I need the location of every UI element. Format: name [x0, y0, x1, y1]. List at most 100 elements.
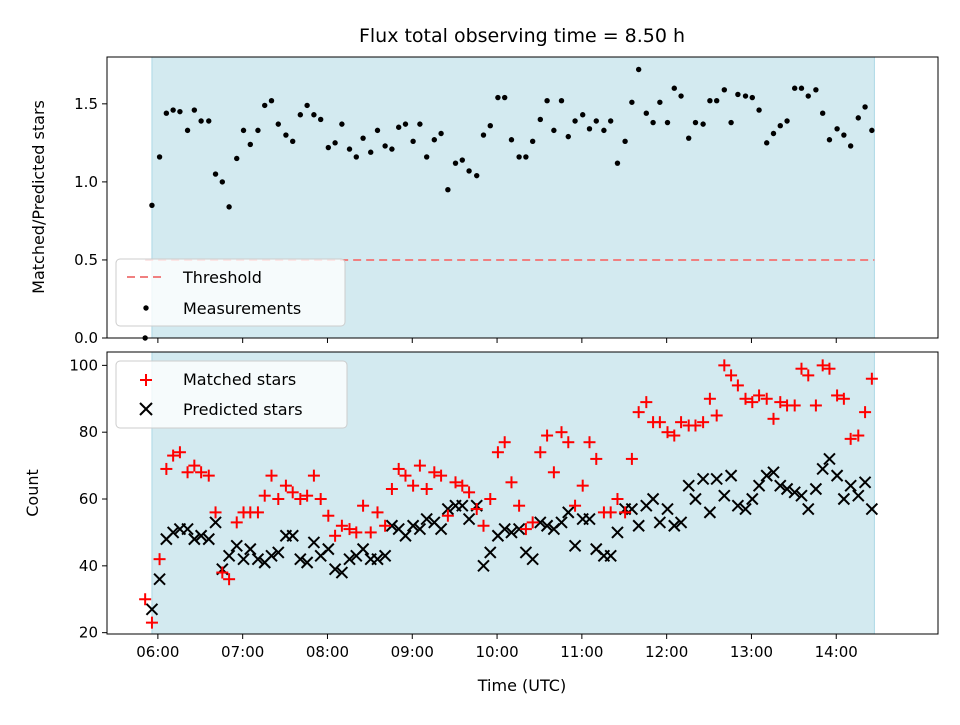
measurement-point: [742, 93, 749, 99]
measurement-point: [707, 98, 713, 104]
matched-stars-point: [865, 372, 878, 385]
matched-stars-point: [399, 469, 412, 482]
predicted-stars-point: [661, 502, 674, 516]
measurement-point: [283, 132, 289, 138]
matched-stars-point: [307, 469, 320, 482]
measurement-point: [721, 87, 728, 93]
matched-stars-point: [379, 519, 392, 532]
x-tick-label: 10:00: [475, 643, 518, 661]
measurement-point: [622, 138, 628, 144]
bottom-legend-box: [115, 360, 348, 429]
measurement-point: [862, 104, 868, 110]
predicted-stars-point: [540, 519, 554, 532]
measurement-point: [255, 127, 261, 134]
predicted-stars-point: [583, 512, 596, 526]
matched-stars-point: [279, 479, 292, 492]
matched-stars-point: [576, 479, 589, 492]
matched-stars-point: [322, 509, 335, 522]
predicted-stars-point: [689, 492, 702, 506]
matched-stars-point: [852, 429, 865, 442]
measurement-point: [332, 140, 338, 146]
measurement-point: [841, 132, 847, 138]
predicted-stars-point: [526, 552, 539, 566]
matched-stars-point: [513, 499, 526, 512]
measurement-point: [297, 112, 304, 118]
matched-stars-point: [223, 573, 236, 586]
measurement-point: [713, 98, 720, 104]
measurement-point: [826, 137, 833, 143]
y-tick-label: 0.0: [74, 329, 98, 347]
predicted-stars-point: [441, 502, 455, 516]
predicted-stars-point: [328, 562, 342, 576]
matched-stars-point: [661, 426, 674, 439]
predicted-stars-point: [830, 469, 844, 482]
matched-stars-point: [831, 389, 844, 402]
top-legend: Threshold Measurements: [115, 258, 346, 327]
predicted-stars-point: [568, 539, 582, 552]
measurement-point: [516, 154, 522, 160]
measurement-point: [572, 118, 578, 124]
predicted-stars-point: [752, 479, 766, 492]
measurement-point: [368, 149, 374, 155]
matched-stars-point: [837, 392, 850, 405]
matched-stars-point: [703, 392, 716, 405]
measurement-point: [551, 127, 557, 134]
matched-stars-point: [632, 406, 645, 419]
predicted-stars-point: [809, 482, 823, 496]
predicted-stars-point: [837, 492, 851, 506]
bottom-x-axis-ticks: 06:00 07:00 08:00 09:00 10:00 11:00 12:00 13:00…: [136, 634, 858, 661]
matched-stars-point: [413, 459, 426, 472]
predicted-stars-point: [604, 549, 617, 563]
chart-title: Flux total observing time = 8.50 h: [359, 25, 685, 47]
y-tick-label: 40: [79, 557, 98, 575]
measurement-point: [206, 118, 212, 124]
matched-stars-point: [470, 503, 483, 516]
matched-stars-point: [167, 449, 180, 462]
matched-stars-point: [188, 459, 201, 472]
top-y-axis-ticks: 0.0 0.5 1.0 1.5: [74, 95, 107, 347]
matched-stars-point: [625, 452, 638, 465]
measurement-point: [501, 94, 508, 101]
matched-stars-point: [519, 523, 532, 536]
matched-stars-point: [420, 482, 433, 495]
bottom-y-axis-label: Count: [23, 469, 42, 517]
predicted-stars-point: [477, 559, 490, 573]
predicted-stars-point: [534, 516, 547, 529]
measurement-point: [593, 118, 599, 124]
measurement-point: [431, 137, 438, 143]
matched-stars-point: [767, 412, 780, 425]
predicted-stars-point: [844, 479, 857, 492]
measurement-point: [480, 132, 487, 138]
y-tick-label: 80: [79, 423, 98, 441]
matched-stars-point: [407, 479, 420, 492]
matched-stars-point: [640, 396, 653, 409]
matched-stars-point: [392, 462, 405, 475]
matched-stars-point: [435, 469, 448, 482]
matched-stars-point: [583, 436, 596, 449]
measurement-point: [692, 119, 699, 126]
matched-stars-series: [139, 359, 878, 629]
matched-stars-point: [216, 566, 229, 579]
predicted-stars-point: [718, 489, 731, 502]
matched-stars-point: [739, 392, 752, 405]
matched-stars-point: [441, 509, 454, 522]
measurement-point: [262, 102, 268, 109]
predicted-stars-point: [696, 472, 710, 486]
matched-stars-point: [809, 399, 822, 412]
predicted-stars-point: [294, 552, 307, 566]
matched-stars-point: [286, 486, 299, 499]
measurement-point: [650, 119, 656, 126]
measurement-point: [749, 94, 755, 101]
predicted-stars-point: [456, 499, 469, 512]
matched-stars-point: [301, 489, 314, 502]
x-tick-label: 09:00: [391, 643, 434, 661]
predicted-stars-point: [498, 522, 511, 536]
measurement-point: [304, 102, 310, 109]
matched-stars-point: [139, 593, 152, 606]
matched-stars-point: [202, 469, 215, 482]
measurement-point: [466, 168, 472, 174]
measurement-point: [764, 140, 770, 146]
measurement-point: [657, 99, 663, 105]
measurement-point: [819, 110, 826, 116]
predicted-stars-point: [251, 552, 265, 566]
